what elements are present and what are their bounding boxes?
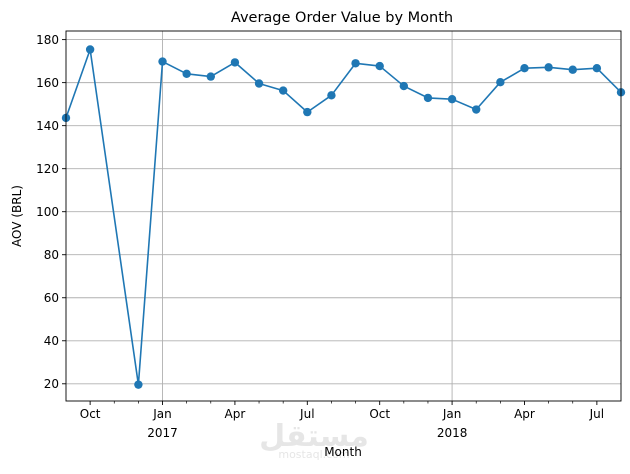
data-point bbox=[206, 72, 215, 81]
y-tick-label: 60 bbox=[44, 291, 59, 305]
data-point bbox=[520, 64, 529, 73]
chart-title: Average Order Value by Month bbox=[231, 10, 453, 26]
x-tick-year-label: 2017 bbox=[147, 426, 178, 440]
data-point bbox=[278, 86, 288, 95]
x-tick-label: Jul bbox=[299, 407, 314, 421]
x-tick-label: Apr bbox=[514, 407, 535, 421]
watermark: مستقل mostaql.com bbox=[259, 419, 369, 461]
data-point bbox=[351, 59, 360, 68]
x-tick-label: Jul bbox=[589, 407, 604, 421]
x-tick-label: Apr bbox=[225, 407, 246, 421]
y-tick-label: 20 bbox=[44, 377, 59, 391]
data-point bbox=[327, 91, 336, 100]
grid-layer bbox=[66, 31, 621, 401]
data-point bbox=[182, 69, 191, 79]
data-point bbox=[592, 64, 602, 73]
x-tick-label: Jan bbox=[442, 407, 462, 421]
tick-layer: 20 40 60 80 100 120 140 160 180 Oct Jan 2017 Apr Jul O… bbox=[36, 33, 604, 440]
watermark-text: مستقل bbox=[259, 419, 369, 454]
data-point bbox=[85, 45, 95, 54]
data-point bbox=[568, 65, 577, 74]
data-point bbox=[230, 58, 240, 67]
x-tick-label: Oct bbox=[80, 407, 101, 421]
data-point bbox=[544, 63, 553, 72]
plot-frame bbox=[65, 30, 622, 402]
y-tick-label: 120 bbox=[36, 162, 59, 176]
data-point bbox=[134, 380, 143, 389]
y-tick-label: 40 bbox=[44, 334, 59, 348]
data-point bbox=[496, 77, 505, 87]
series-layer bbox=[61, 45, 626, 389]
data-point bbox=[303, 107, 312, 117]
x-tick-label: Oct bbox=[369, 407, 390, 421]
y-tick-label: 100 bbox=[36, 205, 59, 219]
y-axis-label: AOV (BRL) bbox=[10, 185, 24, 247]
y-tick-label: 80 bbox=[44, 248, 59, 262]
data-point bbox=[158, 57, 167, 66]
data-point bbox=[254, 79, 264, 88]
y-tick-label: 180 bbox=[36, 33, 59, 47]
data-point bbox=[472, 105, 481, 114]
watermark-subtext: mostaql.com bbox=[278, 448, 349, 461]
x-tick-year-label: 2018 bbox=[437, 426, 468, 440]
x-axis-label: Month bbox=[324, 445, 362, 459]
series-line bbox=[65, 48, 622, 386]
y-tick-label: 160 bbox=[36, 76, 59, 90]
data-point bbox=[423, 93, 433, 103]
data-point bbox=[375, 61, 384, 71]
x-tick-label: Jan bbox=[152, 407, 172, 421]
y-tick-label: 140 bbox=[36, 119, 59, 133]
data-point bbox=[447, 94, 457, 104]
data-point bbox=[399, 81, 409, 91]
